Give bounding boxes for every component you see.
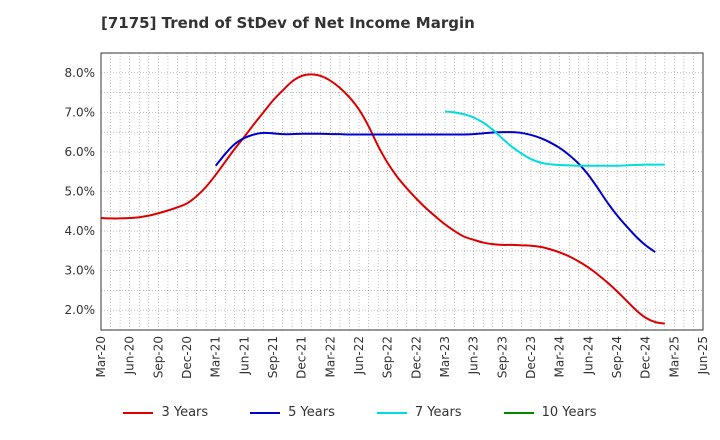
legend-item-5-years: 5 Years <box>250 405 335 420</box>
series-line-3-years <box>100 73 665 325</box>
x-tick-label: Mar-25 <box>667 336 681 377</box>
x-tick-label: Dec-22 <box>409 336 423 379</box>
x-tick-label: Jun-24 <box>581 336 595 375</box>
y-tick-label: 6.0% <box>65 145 96 159</box>
legend-swatch <box>250 411 281 414</box>
legend-label: 7 Years <box>414 405 462 420</box>
legend-swatch <box>123 411 154 414</box>
legend-item-3-years: 3 Years <box>123 405 208 420</box>
x-tick-label: Dec-24 <box>639 336 653 379</box>
x-tick-label: Jun-25 <box>696 336 710 375</box>
plot-area <box>100 52 704 331</box>
x-tick-label: Sep-21 <box>266 336 280 378</box>
x-tick-label: Dec-23 <box>524 336 538 379</box>
legend-swatch <box>376 411 407 414</box>
series-line-5-years <box>214 131 656 253</box>
x-tick-label: Dec-21 <box>295 336 309 379</box>
y-tick-label: 7.0% <box>65 105 96 119</box>
x-tick-label: Mar-24 <box>553 336 567 377</box>
x-tick-label: Mar-22 <box>323 336 337 377</box>
series-line-7-years <box>444 110 665 167</box>
legend: 3 Years 5 Years 7 Years 10 Years <box>0 405 720 420</box>
chart-title: [7175] Trend of StDev of Net Income Marg… <box>101 14 475 32</box>
x-tick-label: Mar-21 <box>209 336 223 377</box>
x-tick-label: Mar-23 <box>438 336 452 377</box>
x-tick-label: Jun-20 <box>123 336 137 375</box>
y-tick-label: 8.0% <box>65 66 96 80</box>
x-tick-label: Sep-23 <box>495 336 509 378</box>
x-tick-label: Jun-22 <box>352 336 366 375</box>
x-tick-label: Mar-20 <box>94 336 108 377</box>
y-tick-label: 4.0% <box>65 224 96 238</box>
x-tick-label: Sep-22 <box>381 336 395 378</box>
y-tick-label: 5.0% <box>65 185 96 199</box>
x-tick-label: Jun-21 <box>237 336 251 375</box>
x-tick-label: Sep-24 <box>610 336 624 378</box>
y-tick-label: 3.0% <box>65 264 96 278</box>
legend-swatch <box>503 411 534 414</box>
y-tick-label: 2.0% <box>65 303 96 317</box>
x-tick-label: Sep-20 <box>151 336 165 378</box>
line-chart: 2.0% 3.0% 4.0% 5.0% 6.0% 7.0% 8.0% Mar-20 Jun-20… <box>65 52 710 379</box>
x-tick-label: Dec-20 <box>180 336 194 379</box>
x-tick-label: Jun-23 <box>467 336 481 375</box>
legend-item-7-years: 7 Years <box>376 405 462 420</box>
legend-label: 3 Years <box>161 405 209 420</box>
legend-item-10-years: 10 Years <box>503 405 597 420</box>
legend-label: 10 Years <box>541 405 597 420</box>
legend-label: 5 Years <box>288 405 335 420</box>
